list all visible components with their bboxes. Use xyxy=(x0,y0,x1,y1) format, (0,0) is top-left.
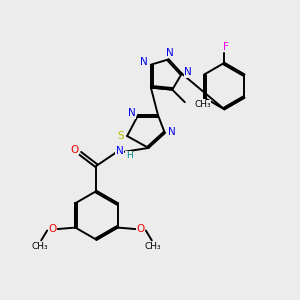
Text: F: F xyxy=(223,42,228,52)
Text: N: N xyxy=(167,127,175,137)
Text: O: O xyxy=(70,145,78,155)
Text: CH₃: CH₃ xyxy=(194,100,211,109)
Text: N: N xyxy=(166,48,174,58)
Text: N: N xyxy=(184,68,192,77)
Text: H: H xyxy=(126,151,133,160)
Text: N: N xyxy=(116,146,123,157)
Text: S: S xyxy=(117,131,124,141)
Text: CH₃: CH₃ xyxy=(145,242,162,251)
Text: N: N xyxy=(140,57,148,67)
Text: O: O xyxy=(48,224,56,234)
Text: N: N xyxy=(128,108,135,118)
Text: CH₃: CH₃ xyxy=(32,242,48,251)
Text: O: O xyxy=(137,224,145,234)
